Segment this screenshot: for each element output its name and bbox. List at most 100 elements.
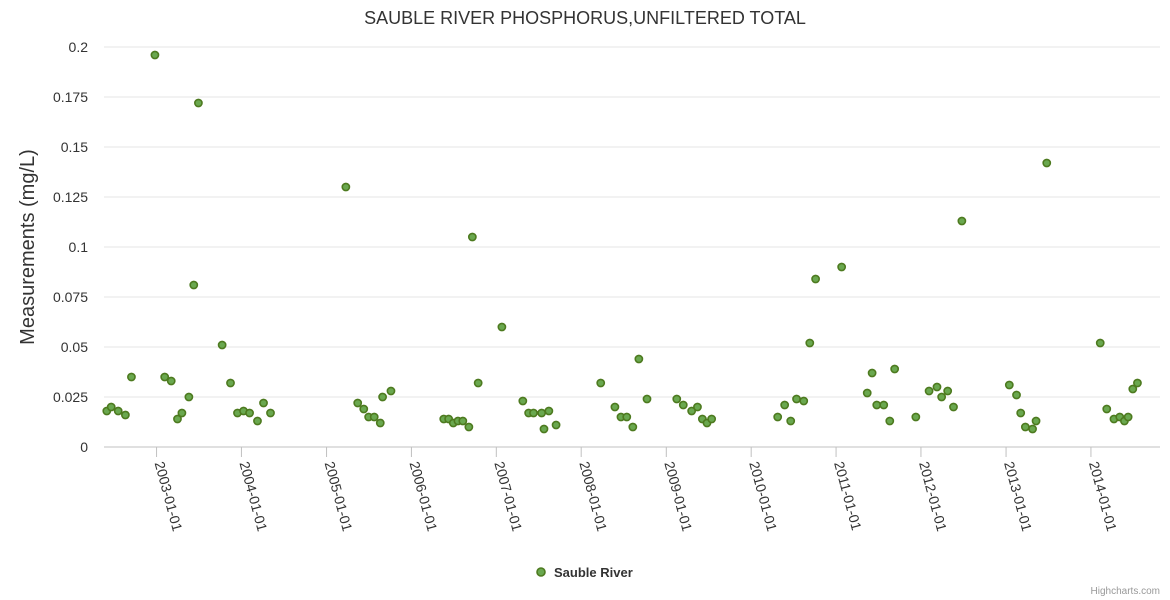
data-point[interactable]	[924, 386, 934, 396]
data-point[interactable]	[1128, 384, 1138, 394]
data-point[interactable]	[245, 408, 254, 418]
data-point[interactable]	[628, 422, 638, 432]
data-point[interactable]	[544, 406, 554, 416]
data-point[interactable]	[885, 416, 895, 426]
data-point[interactable]	[473, 378, 483, 388]
data-point[interactable]	[937, 392, 947, 402]
data-point[interactable]	[911, 412, 921, 422]
data-point[interactable]	[634, 354, 644, 364]
data-point[interactable]	[780, 400, 790, 410]
y-tick-label: 0.175	[53, 89, 88, 105]
data-point[interactable]	[539, 424, 549, 434]
data-point[interactable]	[266, 408, 275, 418]
data-point[interactable]	[610, 402, 620, 412]
data-point[interactable]	[867, 368, 877, 378]
y-tick-label: 0.15	[61, 139, 88, 155]
data-point[interactable]	[1102, 404, 1112, 414]
y-tick-label: 0	[80, 439, 88, 455]
data-point[interactable]	[353, 398, 363, 408]
data-point[interactable]	[943, 386, 953, 396]
data-point[interactable]	[173, 414, 182, 424]
data-point[interactable]	[642, 394, 652, 404]
data-point[interactable]	[259, 398, 268, 408]
data-point[interactable]	[707, 414, 717, 424]
data-point[interactable]	[1133, 378, 1142, 388]
legend[interactable]: Sauble River	[536, 565, 633, 580]
data-point[interactable]	[693, 402, 702, 412]
data-point[interactable]	[872, 400, 882, 410]
data-point[interactable]	[120, 410, 130, 420]
legend-label: Sauble River	[554, 565, 633, 580]
data-point[interactable]	[799, 396, 809, 406]
x-tick-label: 2005-01-01	[322, 460, 356, 534]
data-point[interactable]	[932, 382, 942, 392]
data-point[interactable]	[792, 394, 801, 404]
data-point[interactable]	[622, 412, 632, 422]
data-point[interactable]	[378, 392, 387, 402]
data-point[interactable]	[359, 404, 369, 414]
data-point[interactable]	[217, 340, 227, 350]
data-point[interactable]	[464, 422, 474, 432]
data-point[interactable]	[106, 402, 116, 412]
x-tick-label: 2012-01-01	[916, 460, 950, 534]
data-point[interactable]	[672, 394, 682, 404]
data-point[interactable]	[837, 262, 847, 272]
data-point[interactable]	[1028, 424, 1037, 434]
data-point[interactable]	[1020, 422, 1030, 432]
data-point[interactable]	[1031, 416, 1041, 426]
data-point[interactable]	[369, 412, 379, 422]
data-point[interactable]	[518, 396, 528, 406]
data-point[interactable]	[529, 408, 538, 418]
x-tick-label: 2008-01-01	[576, 460, 610, 534]
data-point[interactable]	[786, 416, 796, 426]
data-point[interactable]	[1004, 380, 1014, 390]
data-point[interactable]	[1016, 408, 1026, 418]
credits-link[interactable]: Highcharts.com	[1091, 586, 1160, 597]
data-point[interactable]	[467, 232, 477, 242]
chart-title: SAUBLE RIVER PHOSPHORUS,UNFILTERED TOTAL	[364, 8, 806, 28]
data-point[interactable]	[458, 416, 468, 426]
data-point[interactable]	[687, 406, 697, 416]
data-point[interactable]	[386, 386, 396, 396]
data-point[interactable]	[253, 416, 262, 426]
data-point[interactable]	[127, 372, 136, 382]
x-tick-label: 2013-01-01	[1001, 460, 1035, 534]
data-point[interactable]	[957, 216, 967, 226]
data-point[interactable]	[678, 400, 688, 410]
data-point[interactable]	[811, 274, 820, 284]
data-point[interactable]	[226, 378, 235, 388]
data-point[interactable]	[375, 418, 385, 428]
data-point[interactable]	[862, 388, 872, 398]
data-point[interactable]	[150, 50, 160, 60]
data-point[interactable]	[773, 412, 783, 422]
data-point[interactable]	[596, 378, 606, 388]
data-point[interactable]	[177, 408, 187, 418]
data-point[interactable]	[497, 322, 507, 332]
data-point[interactable]	[1042, 158, 1052, 168]
data-point[interactable]	[805, 338, 815, 348]
data-point[interactable]	[537, 408, 547, 418]
data-point[interactable]	[194, 98, 203, 108]
data-point[interactable]	[113, 406, 123, 416]
data-point[interactable]	[879, 400, 889, 410]
data-point[interactable]	[551, 420, 561, 430]
data-point[interactable]	[341, 182, 351, 192]
y-tick-label: 0.1	[69, 239, 89, 255]
data-point[interactable]	[184, 392, 194, 402]
y-tick-label: 0.125	[53, 189, 88, 205]
x-tick-label: 2004-01-01	[237, 460, 271, 534]
data-point[interactable]	[890, 364, 900, 374]
data-point[interactable]	[189, 280, 199, 290]
x-tick-label: 2014-01-01	[1086, 460, 1120, 534]
x-tick-label: 2010-01-01	[746, 460, 780, 534]
data-point[interactable]	[1012, 390, 1021, 400]
data-point[interactable]	[160, 372, 170, 382]
data-points	[102, 50, 1142, 434]
data-point[interactable]	[166, 376, 176, 386]
data-point[interactable]	[1123, 412, 1133, 422]
data-point[interactable]	[949, 402, 958, 412]
data-point[interactable]	[1095, 338, 1105, 348]
x-tick-label: 2003-01-01	[152, 460, 186, 534]
x-tick-label: 2011-01-01	[831, 460, 865, 533]
